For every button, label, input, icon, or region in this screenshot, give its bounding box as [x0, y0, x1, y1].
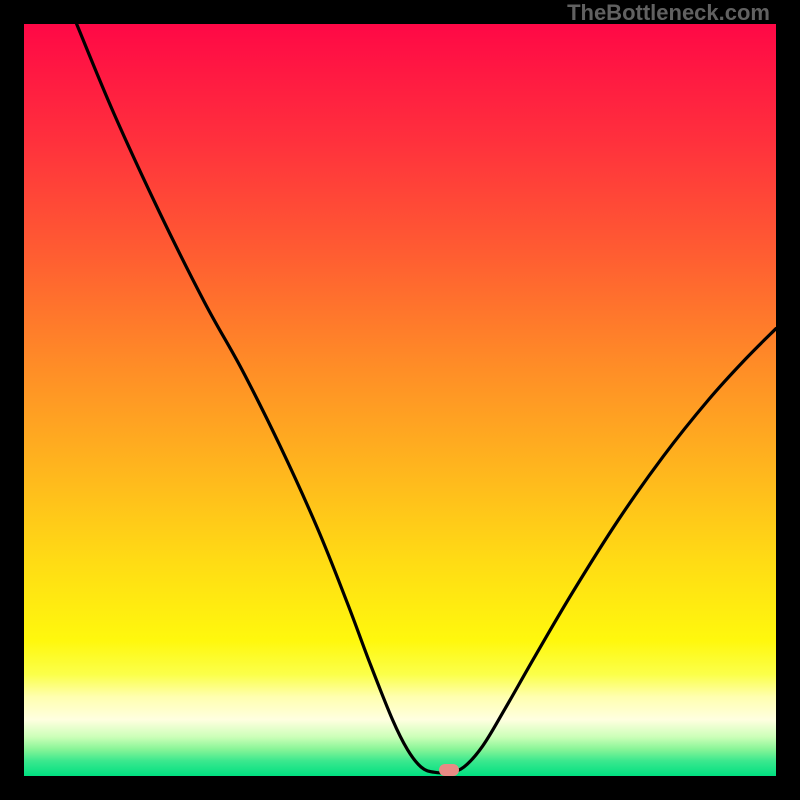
- minimum-marker: [439, 764, 459, 776]
- watermark-label: TheBottleneck.com: [567, 0, 770, 26]
- chart-container: { "canvas": { "width": 800, "height": 80…: [0, 0, 800, 800]
- bottleneck-curve: [0, 0, 800, 800]
